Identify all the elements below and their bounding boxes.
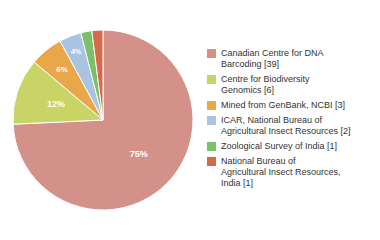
- html-text:Mined from GenBank, NCBI [3]: Mined from GenBank, NCBI [3]: [221, 99, 346, 110]
- svg-text:6%: 6%: [56, 65, 68, 74]
- html-text:ICAR, National Bureau of Agric: ICAR, National Bureau of Agricultural In…: [221, 114, 351, 136]
- html-text:Centre for Biodiversity Genomi: Centre for Biodiversity Genomics [6]: [221, 73, 310, 95]
- svg-text:4%: 4%: [71, 47, 82, 56]
- svg-text:75%: 75%: [130, 149, 148, 159]
- html-text:National Bureau of Agricultura: National Bureau of Agricultural Insect R…: [221, 155, 341, 188]
- html-text:Zoological Survey of India [1]: Zoological Survey of India [1]: [221, 140, 338, 151]
- svg-text:12%: 12%: [47, 99, 65, 109]
- html-text:Canadian Centre for DNA Barcod: Canadian Centre for DNA Barcoding [39]: [221, 47, 324, 69]
